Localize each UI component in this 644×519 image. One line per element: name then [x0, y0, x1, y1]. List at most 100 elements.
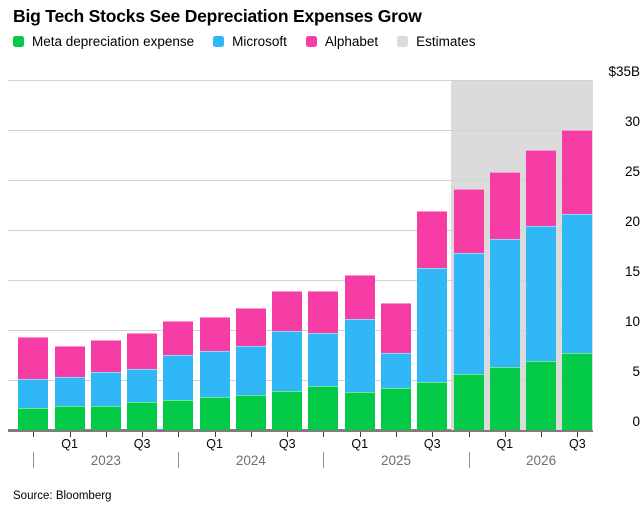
- bar-segment-microsoft: [54, 377, 85, 406]
- bar-segment-alphabet: [272, 291, 303, 331]
- meta-swatch-icon: [13, 36, 24, 47]
- legend-label: Estimates: [416, 34, 476, 49]
- legend-item-microsoft: Microsoft: [213, 34, 287, 49]
- year-separator: [178, 452, 180, 468]
- bar-q4-2022: [18, 337, 49, 430]
- estimates-swatch-icon: [397, 36, 409, 47]
- x-axis-tick: [396, 432, 397, 437]
- bar-segment-microsoft: [308, 333, 339, 386]
- year-separator: [468, 452, 470, 468]
- bar-q3-2023: [127, 333, 158, 430]
- y-axis-label: 25: [624, 164, 640, 179]
- x-axis-label: Q1: [496, 437, 514, 451]
- bar-q3-2026: [562, 130, 593, 430]
- year-separator: [33, 452, 35, 468]
- legend-item-meta: Meta depreciation expense: [13, 34, 194, 49]
- legend-item-estimates: Estimates: [397, 34, 475, 49]
- bar-segment-alphabet: [381, 303, 411, 353]
- plot-area: [8, 80, 593, 430]
- bar-segment-alphabet: [453, 189, 484, 253]
- x-axis-label: Q3: [133, 437, 151, 451]
- bar-segment-meta: [235, 395, 266, 430]
- bar-segment-meta: [381, 388, 411, 430]
- x-axis-tick: [541, 432, 543, 437]
- legend-label: Meta depreciation expense: [32, 34, 195, 49]
- bar-segment-meta: [526, 361, 557, 430]
- y-axis-label: 5: [632, 364, 640, 379]
- bar-segment-microsoft: [381, 353, 411, 388]
- year-label: 2025: [380, 453, 412, 468]
- bar-q1-2023: [54, 346, 85, 430]
- bar-segment-microsoft: [489, 239, 520, 367]
- bar-segment-alphabet: [417, 211, 448, 268]
- x-axis-tick: [178, 432, 180, 437]
- legend-item-alphabet: Alphabet: [305, 34, 379, 49]
- bar-segment-meta: [199, 397, 230, 430]
- bar-segment-microsoft: [235, 346, 266, 395]
- x-axis-label: Q1: [206, 437, 223, 451]
- bar-segment-alphabet: [344, 275, 375, 319]
- bar-segment-alphabet: [199, 317, 230, 351]
- bar-segment-alphabet: [18, 337, 49, 379]
- x-axis-tick: [577, 432, 579, 437]
- bar-segment-meta: [272, 391, 303, 430]
- microsoft-swatch-icon: [213, 36, 225, 47]
- x-axis-tick: [33, 432, 35, 437]
- y-axis-label: 30: [624, 114, 640, 129]
- bar-segment-microsoft: [417, 268, 448, 382]
- bar-segment-microsoft: [344, 319, 375, 392]
- bar-segment-alphabet: [90, 340, 121, 372]
- bar-segment-alphabet: [54, 346, 85, 377]
- bar-q4-2024: [308, 291, 339, 430]
- bar-q3-2025: [417, 211, 448, 430]
- bar-q1-2024: [199, 317, 230, 430]
- x-axis-label: Q3: [423, 437, 441, 451]
- bar-segment-alphabet: [562, 130, 593, 214]
- bar-segment-microsoft: [90, 372, 121, 406]
- bar-q3-2024: [272, 291, 303, 430]
- x-axis-tick: [250, 432, 252, 437]
- bar-q2-2026: [526, 150, 557, 430]
- bar-segment-alphabet: [127, 333, 158, 369]
- bar-q4-2023: [163, 321, 194, 430]
- x-axis-tick: [359, 432, 361, 437]
- bar-q1-2026: [489, 172, 520, 430]
- gridline: [8, 130, 593, 131]
- gridline: [8, 80, 593, 81]
- x-axis-tick: [323, 432, 325, 437]
- bar-segment-meta: [18, 408, 49, 430]
- y-axis-label: 20: [624, 214, 640, 229]
- bar-segment-alphabet: [308, 291, 339, 333]
- bar-q2-2023: [90, 340, 121, 430]
- bar-segment-meta: [562, 353, 593, 430]
- bar-segment-meta: [489, 367, 520, 430]
- gridline: [8, 280, 593, 281]
- bar-segment-meta: [308, 386, 339, 430]
- x-axis-tick: [504, 432, 506, 437]
- bar-segment-meta: [54, 406, 85, 430]
- x-axis-label: Q3: [569, 437, 586, 451]
- year-label: 2023: [90, 453, 121, 468]
- bar-segment-microsoft: [526, 226, 557, 361]
- bar-segment-alphabet: [489, 172, 520, 239]
- x-axis-tick: [214, 432, 216, 437]
- bar-segment-meta: [90, 406, 121, 430]
- bar-q1-2025: [344, 275, 375, 430]
- legend-label: Alphabet: [324, 34, 379, 49]
- y-axis-label: $35B: [608, 64, 640, 79]
- x-axis-tick: [142, 432, 144, 437]
- bar-segment-microsoft: [199, 351, 230, 397]
- legend: Meta depreciation expense Microsoft Alph…: [13, 34, 475, 49]
- y-axis-label: 10: [624, 314, 640, 329]
- bar-segment-meta: [453, 374, 484, 430]
- x-axis-tick: [69, 432, 71, 437]
- x-axis-label: Q1: [351, 437, 369, 451]
- bar-segment-meta: [344, 392, 375, 430]
- y-axis-label: 15: [624, 264, 640, 279]
- bar-segment-microsoft: [18, 379, 49, 408]
- bar-segment-meta: [127, 402, 158, 430]
- alphabet-swatch-icon: [305, 36, 317, 47]
- y-axis-label: 0: [632, 414, 640, 429]
- legend-label: Microsoft: [232, 34, 287, 49]
